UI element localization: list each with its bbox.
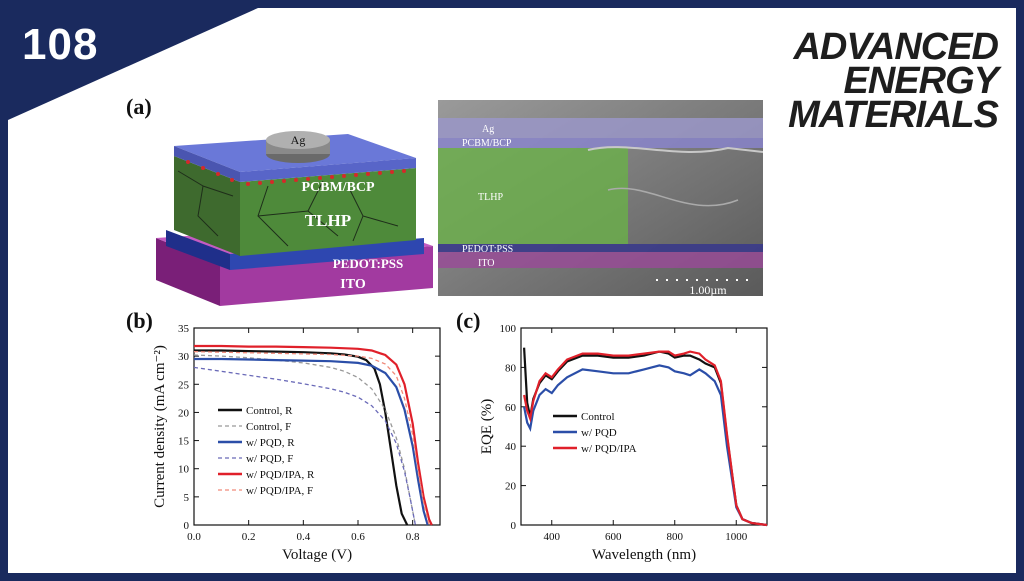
y-tick-label: 25: [178, 379, 190, 391]
y-axis-label: Current density (mA cm⁻²): [152, 345, 168, 508]
y-tick-label: 20: [505, 481, 517, 493]
series-line-3: [193, 366, 417, 526]
device-schematic: Ag PCBM/BCP TLHP PEDOT:PSS ITO: [156, 131, 433, 306]
y-tick-label: 60: [505, 402, 517, 414]
series-line-1: [523, 364, 768, 527]
x-axis-label: Wavelength (nm): [592, 547, 696, 563]
x-tick-label: 600: [605, 531, 622, 543]
x-tick-label: 0.6: [351, 531, 365, 543]
series-line-2: [523, 350, 768, 527]
schematic-pcbm-label: PCBM/BCP: [301, 180, 375, 195]
sem-label-ag: Ag: [482, 124, 494, 135]
legend-label-2: w/ PQD/IPA: [581, 443, 637, 455]
schematic-ag-label: Ag: [291, 133, 306, 147]
y-tick-label: 5: [184, 492, 190, 504]
plot-frame: [520, 327, 768, 526]
x-tick-label: 400: [544, 531, 561, 543]
y-tick-label: 20: [178, 407, 190, 419]
eqe-chart: 400 600 800 1000 0 20 40 60 80 100 Wavelength (nm)…: [479, 323, 768, 563]
corner-banner: [8, 8, 258, 120]
y-tick-label: 10: [178, 464, 190, 476]
series-line-2: [194, 357, 429, 526]
x-axis-label: Voltage (V): [282, 547, 352, 563]
y-tick-label: 0: [184, 520, 190, 532]
x-tick-label: 1000: [725, 531, 748, 543]
y-tick-label: 100: [500, 323, 517, 335]
series-line-5: [193, 350, 430, 526]
legend-label-4: w/ PQD/IPA, R: [246, 469, 315, 481]
series-line-0: [523, 347, 768, 527]
sem-label-tlhp: TLHP: [478, 192, 503, 203]
series-line-0: [194, 349, 409, 526]
plot-frame: [193, 327, 441, 526]
logo-line-1: ADVANCED: [793, 26, 999, 68]
x-tick-label: 0.4: [296, 531, 310, 543]
legend-label-3: w/ PQD, F: [246, 453, 293, 465]
sem-label-ito: ITO: [478, 258, 494, 269]
legend-label-1: w/ PQD: [581, 427, 617, 439]
legend-label-0: Control, R: [246, 405, 293, 417]
x-tick-label: 0.0: [187, 531, 201, 543]
legend-label-1: Control, F: [246, 421, 291, 433]
slide-number-badge: 108: [22, 20, 99, 69]
series-line-4: [194, 344, 433, 526]
x-tick-label: 800: [667, 531, 684, 543]
x-tick-label: 0.8: [406, 531, 420, 543]
journal-logo: ADVANCED ENERGY MATERIALS: [788, 26, 999, 136]
schematic-ito-label: ITO: [340, 277, 366, 292]
panel-b-label: (b): [126, 308, 153, 333]
y-axis-label: EQE (%): [479, 399, 495, 454]
x-tick-label: 0.2: [242, 531, 256, 543]
panel-c-label: (c): [456, 308, 481, 333]
jv-chart: 0.0 0.2 0.4 0.6 0.8 0 5 10 15 20 25 30 35 Voltage (V)…: [152, 323, 441, 563]
y-tick-label: 0: [511, 520, 517, 532]
sem-cross-section: Ag PCBM/BCP TLHP PEDOT:PSS ITO 1.00µm: [438, 100, 763, 296]
panel-a-label: (a): [126, 94, 152, 119]
legend-label-5: w/ PQD/IPA, F: [246, 485, 313, 497]
y-tick-label: 30: [178, 351, 190, 363]
schematic-tlhp-label: TLHP: [305, 211, 351, 230]
y-tick-label: 35: [178, 323, 190, 335]
schematic-pedot-label: PEDOT:PSS: [333, 256, 404, 271]
legend-label-2: w/ PQD, R: [246, 437, 295, 449]
y-tick-label: 15: [178, 436, 190, 448]
sem-label-pedot: PEDOT:PSS: [462, 244, 513, 255]
logo-line-2: ENERGY: [843, 60, 999, 102]
series-line-1: [193, 354, 417, 526]
sem-scale-bar: 1.00µm: [689, 283, 727, 296]
slide-panel: 108 ADVANCED ENERGY MATERIALS (a): [8, 8, 1016, 573]
y-tick-label: 80: [505, 362, 517, 374]
legend-label-0: Control: [581, 411, 615, 423]
logo-line-3: MATERIALS: [788, 94, 999, 136]
sem-label-pcbm: PCBM/BCP: [462, 138, 512, 149]
y-tick-label: 40: [505, 441, 517, 453]
